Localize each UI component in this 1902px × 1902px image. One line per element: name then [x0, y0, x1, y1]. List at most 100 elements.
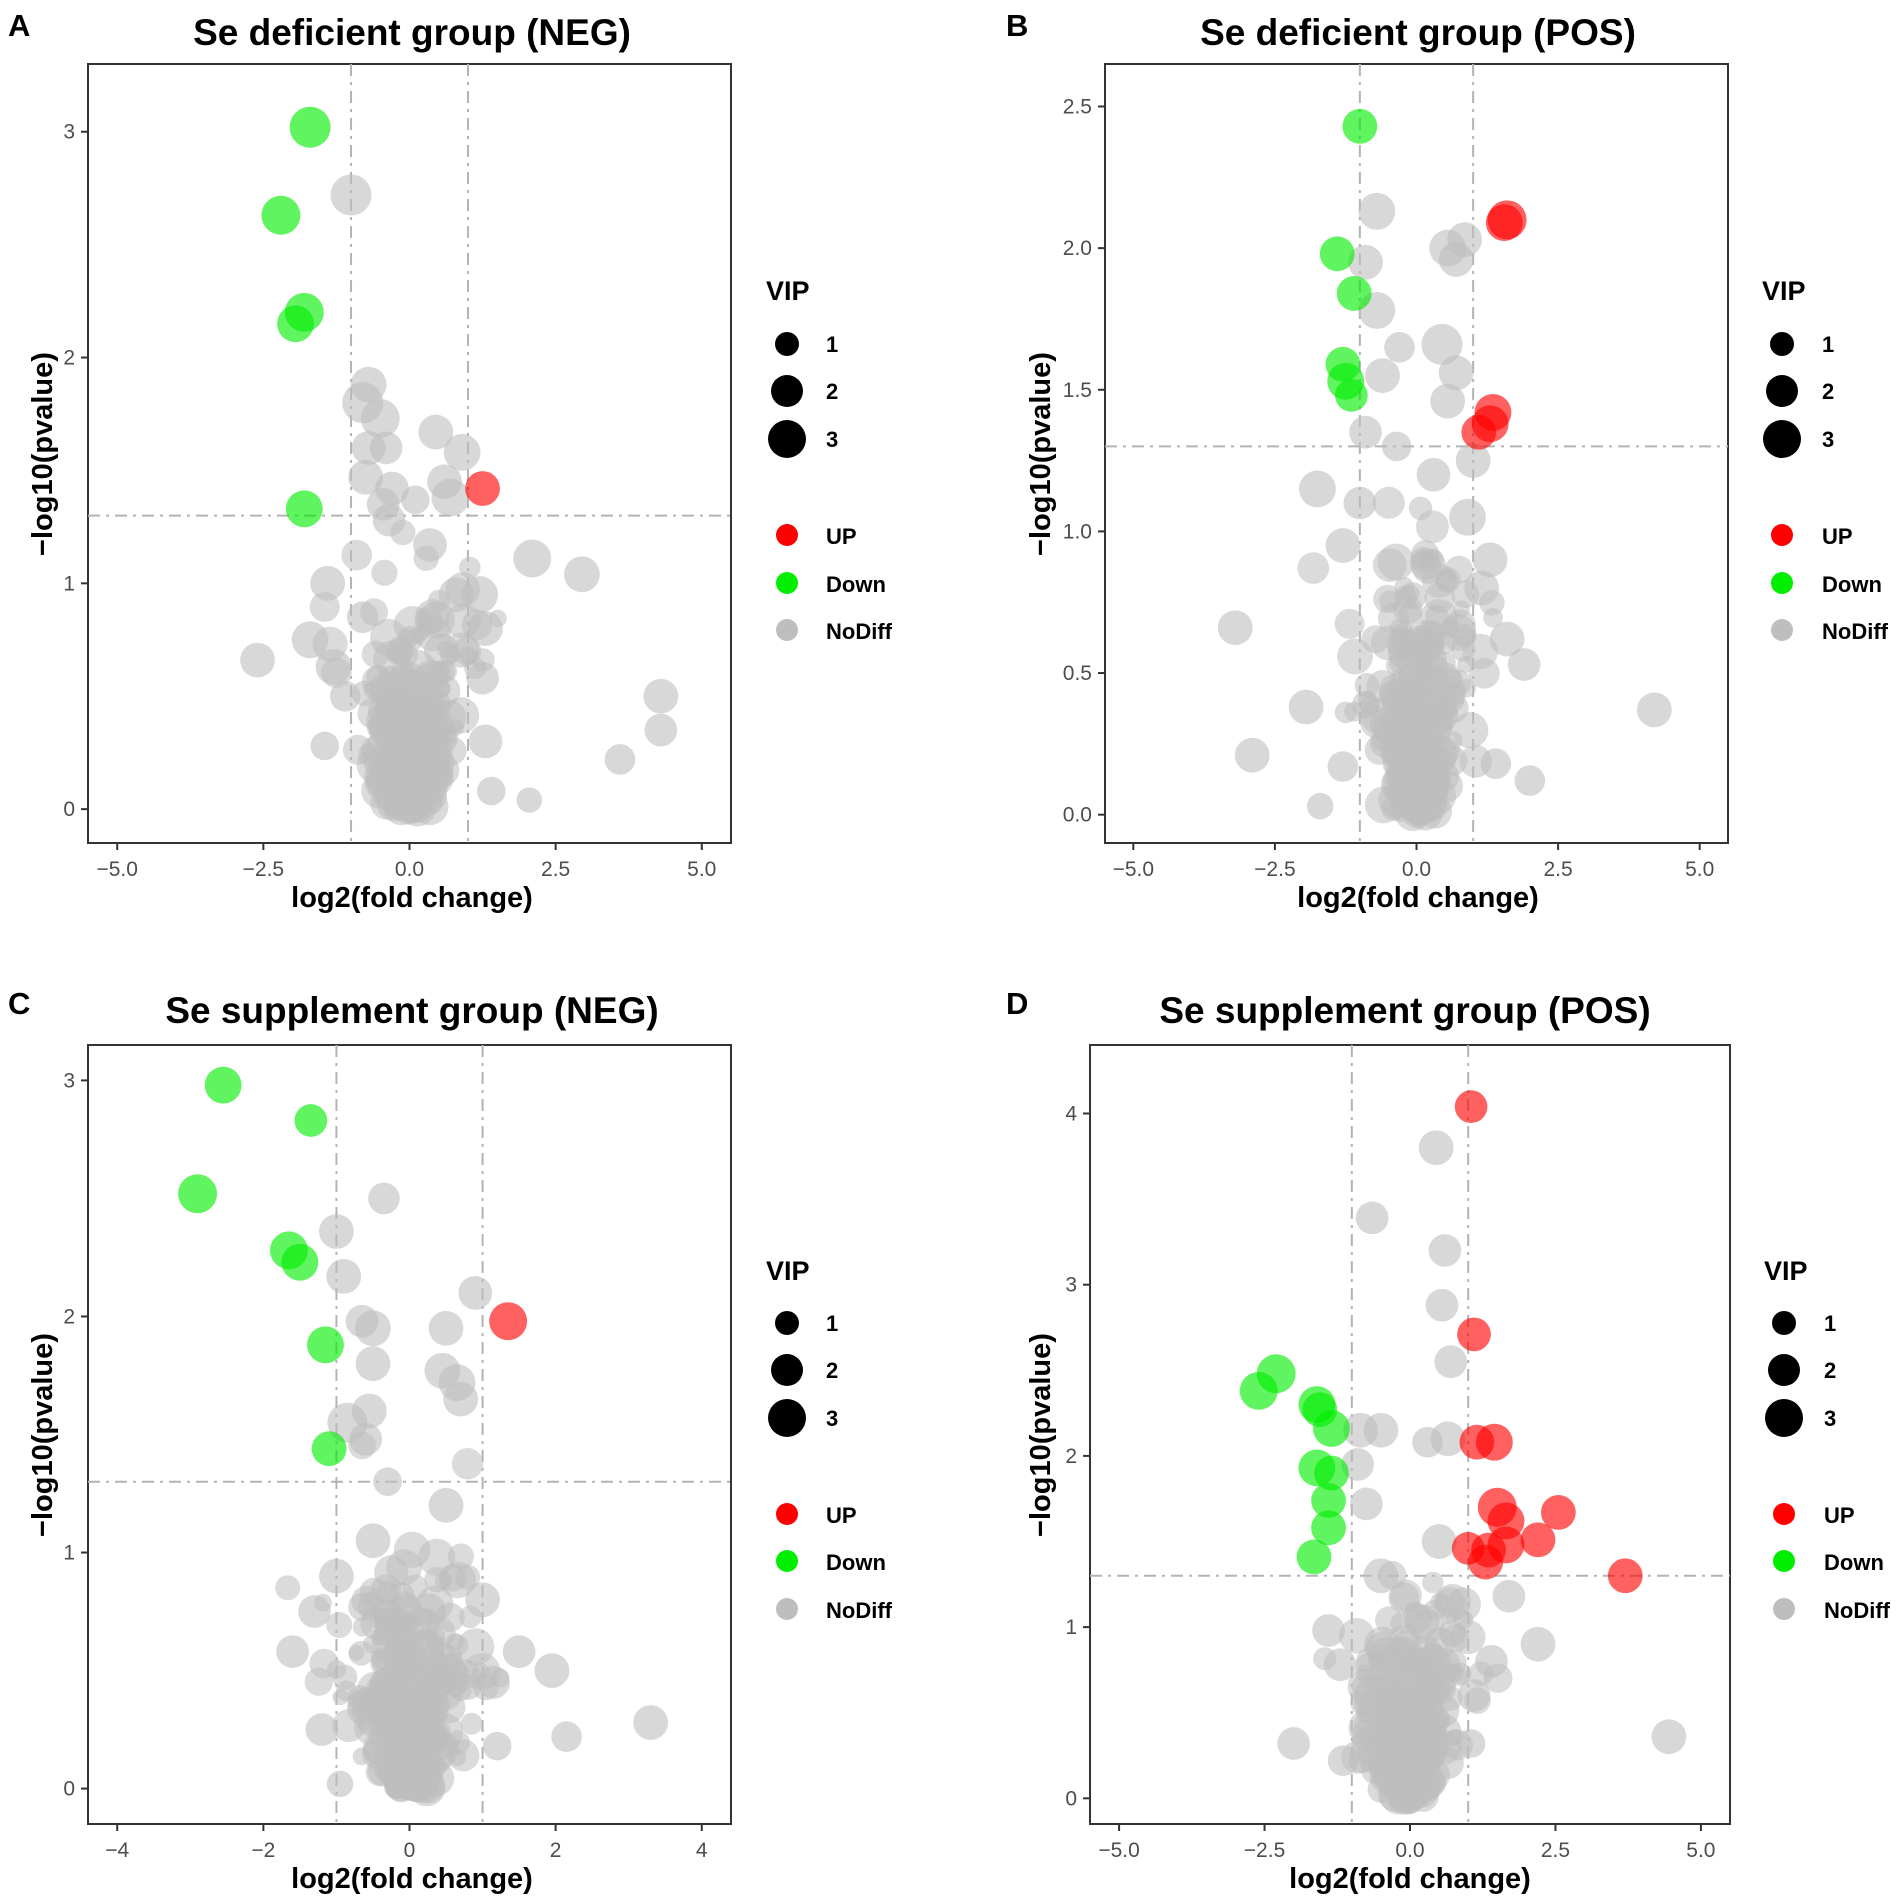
legend-size-3-marker: [768, 1399, 806, 1437]
nodiff-point: [1306, 792, 1334, 820]
nodiff-cloud-point: [1417, 1673, 1448, 1704]
nodiff-cloud-point: [1401, 797, 1425, 820]
nodiff-point: [604, 744, 636, 775]
legend-up-marker: [776, 524, 798, 546]
nodiff-cloud-point: [1389, 741, 1422, 774]
nodiff-point: [1410, 1609, 1445, 1645]
nodiff-point: [1343, 1412, 1378, 1448]
x-tick-label: 4: [696, 1839, 708, 1862]
x-tick-label: 5.0: [1686, 1839, 1715, 1862]
nodiff-point: [428, 1487, 464, 1523]
nodiff-cloud-point: [309, 1648, 339, 1679]
nodiff-cloud-point: [1337, 638, 1373, 675]
down-point: [1335, 379, 1368, 412]
x-tick-label: 5.0: [687, 858, 716, 881]
panel-c: C Se supplement group (NEG) −4 −2 0 2 4 0 1 2 3…: [8, 986, 893, 1895]
down-point: [1239, 1371, 1278, 1410]
nodiff-point: [633, 1705, 669, 1740]
nodiff-cloud-point: [406, 782, 426, 801]
y-tick-label: 0.0: [1063, 804, 1092, 827]
nodiff-point: [477, 1666, 510, 1699]
nodiff-point: [1358, 192, 1396, 230]
nodiff-cloud-point: [371, 1667, 400, 1696]
nodiff-cloud-point: [1369, 707, 1403, 741]
y-axis-label: −log10(pvalue): [27, 352, 59, 556]
legend-down-label: Down: [826, 1550, 886, 1575]
nodiff-cloud-point: [398, 1757, 426, 1785]
nodiff-point: [438, 577, 474, 613]
x-axis-label: log2(fold change): [291, 1863, 533, 1895]
nodiff-cloud-point: [378, 1760, 400, 1782]
y-axis-label: −log10(pvalue): [27, 1333, 59, 1537]
panel-label: B: [1006, 8, 1028, 43]
legend: VIP 1 2 3 UP Down NoDiff: [766, 1256, 893, 1623]
nodiff-point: [1636, 692, 1672, 728]
y-axis-ticks: 0 1 2 3: [63, 1069, 88, 1801]
y-tick-label: 0: [63, 798, 75, 821]
legend-nodiff-label: NoDiff: [1824, 1598, 1891, 1623]
up-point: [1520, 1522, 1556, 1558]
nodiff-point: [1520, 1626, 1556, 1662]
nodiff-cloud-point: [388, 762, 413, 787]
nodiff-cloud-point: [1469, 657, 1500, 689]
legend-size-title: VIP: [1762, 276, 1806, 306]
nodiff-point: [1457, 1679, 1491, 1712]
legend-up-label: UP: [1822, 524, 1853, 549]
nodiff-cloud-point: [400, 1726, 427, 1752]
nodiff-cloud-point: [1392, 1733, 1430, 1771]
legend-size-2-label: 2: [826, 379, 838, 404]
legend-size-2-label: 2: [1824, 1358, 1836, 1383]
nodiff-point: [373, 1467, 402, 1496]
nodiff-cloud-point: [389, 1611, 425, 1647]
legend-size-3-marker: [768, 420, 806, 458]
legend: VIP 1 2 3 UP Down NoDiff: [766, 276, 893, 644]
y-axis-ticks: 0.0 0.5 1.0 1.5 2.0 2.5: [1063, 95, 1105, 827]
legend-up-marker: [1771, 524, 1793, 546]
nodiff-point: [643, 678, 679, 714]
nodiff-cloud-point: [1395, 1698, 1422, 1726]
nodiff-point: [1480, 748, 1512, 780]
nodiff-point: [516, 787, 543, 813]
nodiff-cloud-point: [445, 1634, 469, 1657]
down-point: [289, 106, 331, 148]
nodiff-cloud-point: [1452, 600, 1470, 618]
chart-title: Se supplement group (NEG): [165, 990, 658, 1031]
x-tick-label: −5.0: [1113, 858, 1154, 881]
nodiff-point: [1381, 431, 1412, 462]
down-point: [277, 305, 314, 343]
legend-down-label: Down: [1824, 1550, 1884, 1575]
nodiff-point: [1492, 1579, 1526, 1613]
y-tick-label: 1.5: [1063, 379, 1092, 402]
nodiff-points: [240, 174, 679, 827]
nodiff-cloud-point: [361, 640, 390, 668]
nodiff-cloud-point: [1399, 1787, 1420, 1808]
x-tick-label: −2: [251, 1839, 275, 1862]
nodiff-cloud-point: [1415, 510, 1449, 544]
nodiff-cloud-point: [1397, 647, 1434, 684]
x-tick-label: −5.0: [96, 858, 137, 881]
down-point: [1319, 236, 1355, 272]
y-tick-label: 2.0: [1063, 237, 1092, 260]
nodiff-point: [349, 1422, 383, 1456]
nodiff-point: [1412, 1426, 1443, 1458]
x-axis-ticks: −4 −2 0 2 4: [105, 1824, 708, 1862]
nodiff-point: [1384, 331, 1415, 363]
nodiff-point: [1489, 621, 1525, 657]
nodiff-cloud-point: [373, 1624, 395, 1646]
legend-size-1-marker: [775, 1311, 799, 1335]
up-point: [489, 1302, 528, 1341]
nodiff-point: [477, 776, 506, 806]
nodiff-cloud-point: [341, 539, 373, 571]
legend-size-1-marker: [1772, 1311, 1796, 1335]
nodiff-cloud-point: [275, 1575, 301, 1601]
x-tick-label: 5.0: [1685, 858, 1714, 881]
nodiff-cloud-point: [1358, 691, 1377, 710]
y-axis-ticks: 0 1 2 3 4: [1065, 1102, 1090, 1810]
y-axis-label: −log10(pvalue): [1025, 1333, 1057, 1537]
legend-down-marker: [776, 1550, 798, 1572]
nodiff-point: [1298, 470, 1336, 508]
nodiff-point: [368, 1182, 400, 1215]
up-points: [465, 471, 500, 506]
nodiff-cloud-point: [460, 1712, 483, 1735]
nodiff-cloud-point: [1367, 1775, 1395, 1803]
